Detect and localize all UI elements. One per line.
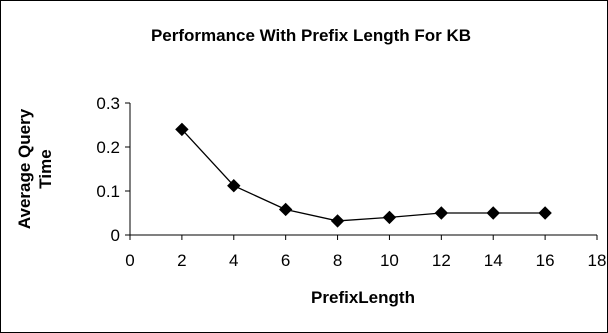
x-ticks: 0 2 4 6 8 10 12 14 16 18 xyxy=(125,235,606,270)
data-point-marker xyxy=(434,206,449,220)
y-tick-label: 0.1 xyxy=(96,182,120,201)
data-point-marker xyxy=(486,206,500,220)
x-tick-label: 12 xyxy=(432,251,451,270)
y-axis-title-line1: Average Query xyxy=(15,108,34,229)
x-tick-label: 10 xyxy=(380,251,399,270)
data-series xyxy=(175,122,552,228)
y-ticks: 0 0.1 0.2 0.3 xyxy=(96,94,130,245)
x-tick-label: 14 xyxy=(484,251,503,270)
x-axis-title: PrefixLength xyxy=(311,288,415,307)
data-point-marker xyxy=(175,122,189,137)
y-axis-title-line2: Time xyxy=(36,149,55,188)
data-point-marker xyxy=(330,214,345,228)
data-point-marker xyxy=(278,202,293,217)
x-tick-label: 6 xyxy=(281,251,290,270)
series-line xyxy=(181,128,546,222)
data-point-marker xyxy=(382,210,397,225)
x-tick-label: 4 xyxy=(229,251,238,270)
y-tick-label: 0.2 xyxy=(96,138,120,157)
y-tick-label: 0.3 xyxy=(96,94,120,113)
axes xyxy=(129,103,597,236)
x-tick-label: 18 xyxy=(588,251,607,270)
x-tick-label: 0 xyxy=(125,251,134,270)
data-point-marker xyxy=(227,179,241,193)
y-tick-label: 0 xyxy=(111,226,120,245)
chart-title: Performance With Prefix Length For KB xyxy=(151,26,471,45)
x-tick-label: 8 xyxy=(333,251,342,270)
x-tick-label: 16 xyxy=(536,251,555,270)
x-tick-label: 2 xyxy=(177,251,186,270)
data-point-marker xyxy=(538,206,552,220)
